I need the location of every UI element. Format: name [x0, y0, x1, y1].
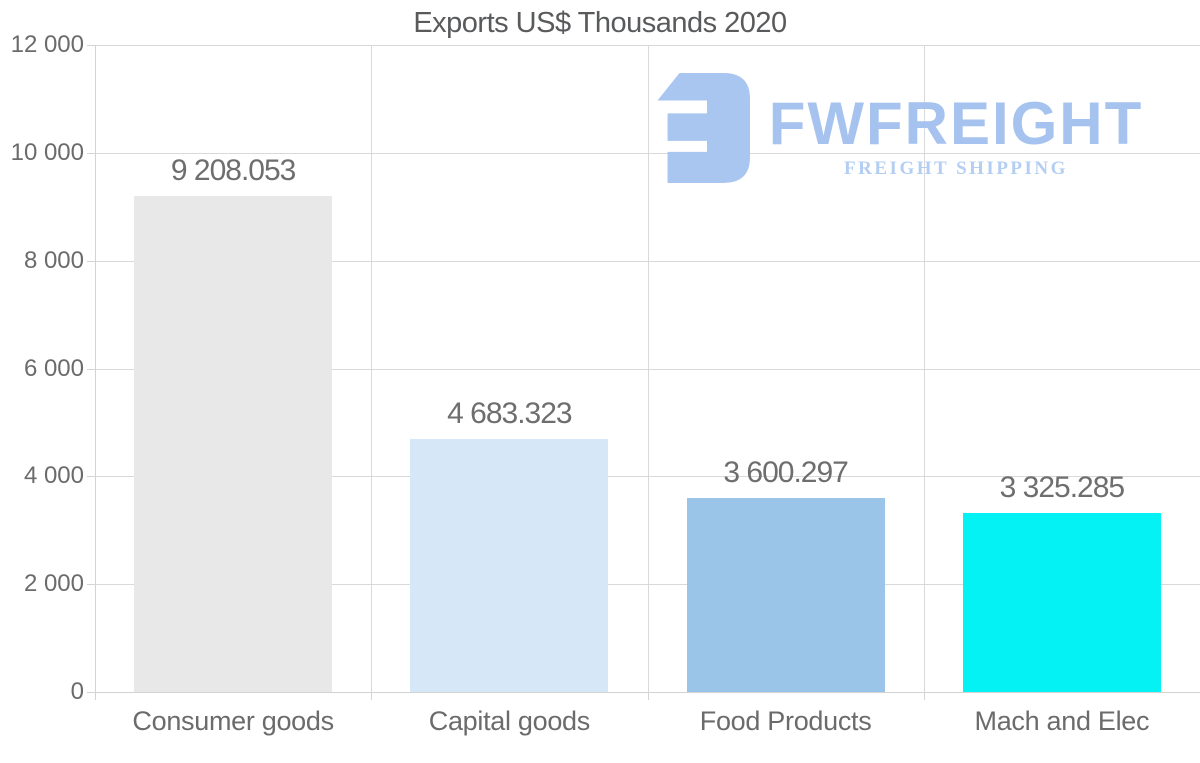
watermark-brand-text: FWFREIGHT	[768, 90, 1144, 157]
x-axis-tick	[647, 692, 649, 700]
x-axis-label: Mach and Elec	[974, 706, 1150, 736]
gridline-v	[371, 45, 373, 692]
y-tick-label: 4 000	[23, 462, 84, 490]
y-axis-tick	[87, 476, 95, 478]
fwfreight-logo-icon	[657, 73, 750, 183]
x-axis-label: Capital goods	[428, 706, 591, 736]
y-tick-label: 8 000	[23, 246, 84, 274]
bar-mach-and-elec	[962, 512, 1161, 692]
y-axis-tick	[87, 584, 95, 586]
y-tick-label: 2 000	[23, 570, 84, 598]
x-axis-label: Food Products	[699, 706, 872, 736]
y-axis-tick	[87, 368, 95, 370]
watermark-logo: FWFREIGHT FREIGHT SHIPPING	[649, 70, 1159, 190]
chart-title: Exports US$ Thousands 2020	[413, 7, 787, 39]
x-axis-baseline	[95, 692, 1200, 693]
bar-consumer-goods	[134, 195, 332, 692]
bar-value-label: 3 600.297	[723, 455, 848, 489]
y-axis-tick	[87, 152, 95, 154]
x-axis-tick	[923, 692, 925, 700]
y-tick-label: 10 000	[10, 138, 84, 166]
y-axis-line	[95, 45, 96, 700]
gridline-v	[647, 45, 649, 692]
bar-value-label: 3 325.285	[999, 470, 1125, 504]
bar-capital-goods	[410, 439, 609, 692]
x-axis-label: Consumer goods	[132, 706, 334, 736]
y-axis-tick	[87, 260, 95, 262]
y-axis-tick	[87, 692, 95, 693]
bar-food-products	[686, 497, 885, 692]
x-axis-tick	[371, 692, 373, 700]
y-tick-label: 6 000	[23, 354, 84, 382]
y-axis-tick	[87, 45, 95, 46]
y-tick-label: 12 000	[10, 31, 84, 58]
gridline-v	[923, 45, 925, 692]
y-tick-label: 0	[70, 678, 84, 705]
bar-value-label: 4 683.323	[447, 397, 572, 431]
watermark-tagline-text: FREIGHT SHIPPING	[844, 158, 1068, 179]
bar-value-label: 9 208.053	[170, 153, 296, 187]
